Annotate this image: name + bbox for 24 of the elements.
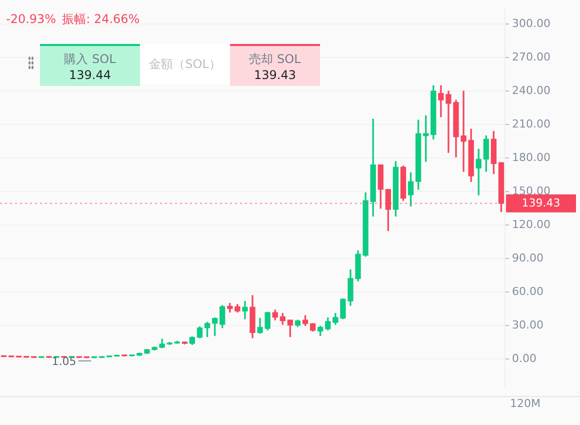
annotation: -20.93% [6, 12, 56, 26]
y-tick-label: 30.00 [512, 318, 544, 332]
y-tick-label: 0.00 [512, 352, 536, 365]
annotation: 購入 SOL [64, 50, 116, 68]
annotation: 139.44 [69, 68, 111, 82]
y-tick-label: 120.00 [512, 218, 550, 231]
y-tick-label: 240.00 [512, 84, 550, 97]
annotation: 1.05 [52, 354, 76, 368]
annotation: 売却 SOL [249, 50, 301, 68]
y-tick-label: 90.00 [512, 251, 544, 264]
amount-field: 金額（SOL） [140, 44, 230, 84]
y-tick-label: 270.00 [512, 50, 550, 64]
sell-button: 売却 SOL 139.43 [230, 44, 320, 86]
text: 120M [510, 397, 540, 410]
y-tick-label: 210.00 [512, 117, 550, 130]
annotation: 振幅: 24.66% [62, 12, 140, 26]
annotation: 金額（SOL） [149, 56, 221, 72]
y-tick-label: 180.00 [512, 150, 550, 164]
y-tick-label: 300.00 [512, 16, 550, 30]
buy-button: 購入 SOL 139.44 [40, 44, 140, 86]
ref-line-label: 139.43 [522, 196, 560, 210]
y-tick-label: 150.00 [512, 184, 550, 198]
y-tick-label: 60.00 [512, 284, 544, 298]
annotation: 139.43 [254, 68, 296, 82]
